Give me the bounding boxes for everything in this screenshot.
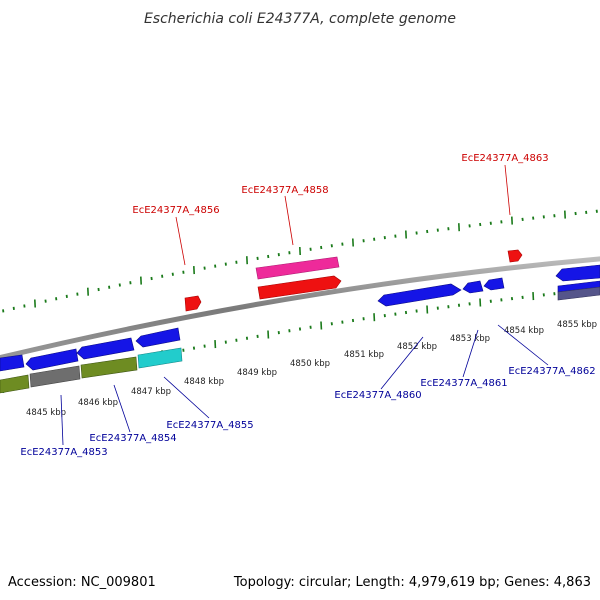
genome-backbone [0, 256, 600, 361]
gene-label[interactable]: EcE24377A_4862 [508, 366, 595, 377]
scale-labels: 4845 kbp 4846 kbp 4847 kbp 4848 kbp 4849… [26, 320, 597, 418]
genome-summary-text: Topology: circular; Length: 4,979,619 bp… [233, 575, 591, 590]
gene-label[interactable]: EcE24377A_4860 [334, 390, 421, 401]
forward-features [184, 249, 523, 312]
reverse-features [0, 264, 600, 394]
cds-feature[interactable] [462, 280, 484, 294]
cds-feature[interactable] [255, 256, 340, 280]
scale-label: 4852 kbp [397, 342, 437, 352]
reverse-gene-labels: EcE24377A_4853 EcE24377A_4854 EcE24377A_… [20, 324, 596, 458]
cds-feature[interactable] [76, 337, 135, 360]
gene-label[interactable]: EcE24377A_4855 [166, 420, 253, 431]
cds-feature[interactable] [29, 365, 81, 388]
cds-feature[interactable] [483, 277, 505, 291]
accession-text: Accession: NC_009801 [8, 575, 156, 590]
gene-label[interactable]: EcE24377A_4858 [241, 185, 328, 196]
cds-feature[interactable] [0, 354, 25, 372]
map-title: Escherichia coli E24377A, complete genom… [144, 11, 456, 27]
scale-label: 4848 kbp [184, 377, 224, 387]
cds-feature[interactable] [135, 327, 181, 348]
gene-label[interactable]: EcE24377A_4854 [89, 433, 176, 444]
forward-gene-labels: EcE24377A_4856 EcE24377A_4858 EcE24377A_… [132, 153, 549, 266]
scale-label: 4849 kbp [237, 368, 277, 378]
gene-label[interactable]: EcE24377A_4856 [132, 205, 219, 216]
cds-feature[interactable] [137, 347, 183, 369]
cds-feature[interactable] [557, 280, 600, 293]
scale-label: 4846 kbp [78, 398, 118, 408]
gene-label[interactable]: EcE24377A_4853 [20, 447, 107, 458]
cds-feature[interactable] [0, 374, 30, 394]
scale-label: 4855 kbp [557, 320, 597, 330]
cds-feature[interactable] [557, 286, 600, 301]
scale-label: 4847 kbp [131, 387, 171, 397]
cds-feature[interactable] [184, 295, 202, 312]
cds-feature[interactable] [555, 264, 600, 282]
scale-label: 4854 kbp [504, 326, 544, 336]
cds-feature[interactable] [507, 249, 523, 263]
gene-label[interactable]: EcE24377A_4863 [461, 153, 548, 164]
scale-label: 4851 kbp [344, 350, 384, 360]
outer-tick-track [2, 209, 598, 313]
cds-feature[interactable] [257, 275, 342, 300]
cds-feature[interactable] [377, 283, 462, 307]
scale-label: 4845 kbp [26, 408, 66, 418]
cds-feature[interactable] [25, 348, 79, 371]
scale-label: 4850 kbp [290, 359, 330, 369]
cds-feature[interactable] [80, 356, 138, 379]
gene-label[interactable]: EcE24377A_4861 [420, 378, 507, 389]
scale-label: 4853 kbp [450, 334, 490, 344]
